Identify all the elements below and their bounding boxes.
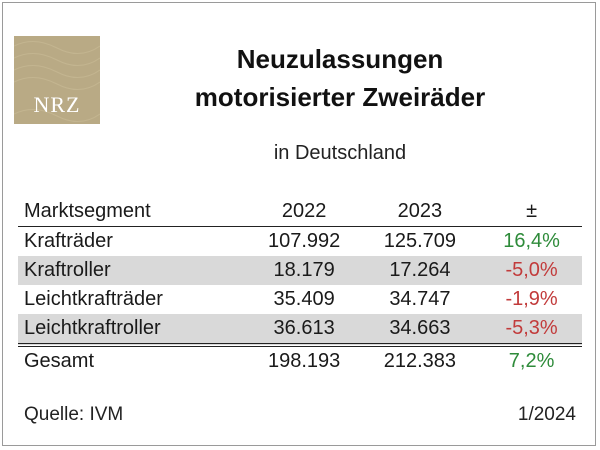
logo-text: NRZ [33, 92, 81, 117]
cell-2023: 212.383 [358, 343, 482, 376]
page-title: Neuzulassungen motorisierter Zweiräder [140, 40, 540, 116]
cell-2022: 107.992 [267, 230, 341, 252]
cell-change: 7,2% [481, 343, 582, 376]
cell-segment: Leichtkraftroller [18, 314, 250, 345]
cell-2023: 34.747 [389, 288, 451, 310]
table-header-row: Marktsegment 2022 2023 ± [18, 197, 582, 227]
column-header-segment: Marktsegment [18, 197, 250, 227]
source-note: Quelle: IVM [24, 404, 124, 425]
column-header-2022: 2022 [249, 197, 359, 227]
table-row: Leichtkraftroller 36.613 34.663 -5,3% [18, 314, 582, 345]
cell-segment: Kraftroller [18, 256, 250, 285]
cell-segment: Leichtkrafträder [24, 288, 163, 310]
data-table: Marktsegment 2022 2023 ± Krafträder 107.… [18, 197, 582, 376]
cell-segment: Krafträder [24, 230, 113, 252]
table-row: Krafträder 107.992 125.709 16,4% [18, 227, 582, 257]
cell-2023: 34.663 [358, 314, 482, 345]
table-row: Leichtkrafträder 35.409 34.747 -1,9% [18, 285, 582, 314]
cell-change: -1,9% [505, 288, 558, 310]
page-subtitle: in Deutschland [273, 142, 407, 164]
cell-2022: 35.409 [273, 288, 335, 310]
date-note: 1/2024 [517, 404, 576, 425]
cell-2023: 17.264 [358, 256, 482, 285]
title-line-2: motorisierter Zweiräder [194, 82, 486, 112]
chart-frame [2, 2, 596, 446]
column-header-2023: 2023 [358, 197, 482, 227]
cell-change: -5,3% [481, 314, 582, 345]
table-row: Kraftroller 18.179 17.264 -5,0% [18, 256, 582, 285]
cell-2022: 198.193 [249, 343, 359, 376]
cell-2022: 36.613 [249, 314, 359, 345]
nrz-logo: NRZ [14, 36, 100, 124]
total-row: Gesamt 198.193 212.383 7,2% [18, 343, 582, 376]
logo-pattern [14, 41, 100, 122]
cell-2023: 125.709 [383, 230, 457, 252]
cell-2022: 18.179 [249, 256, 359, 285]
cell-change: 16,4% [503, 230, 560, 252]
cell-segment: Gesamt [18, 343, 250, 376]
title-line-1: Neuzulassungen [236, 44, 444, 74]
cell-change: -5,0% [481, 256, 582, 285]
column-header-change: ± [481, 197, 582, 227]
